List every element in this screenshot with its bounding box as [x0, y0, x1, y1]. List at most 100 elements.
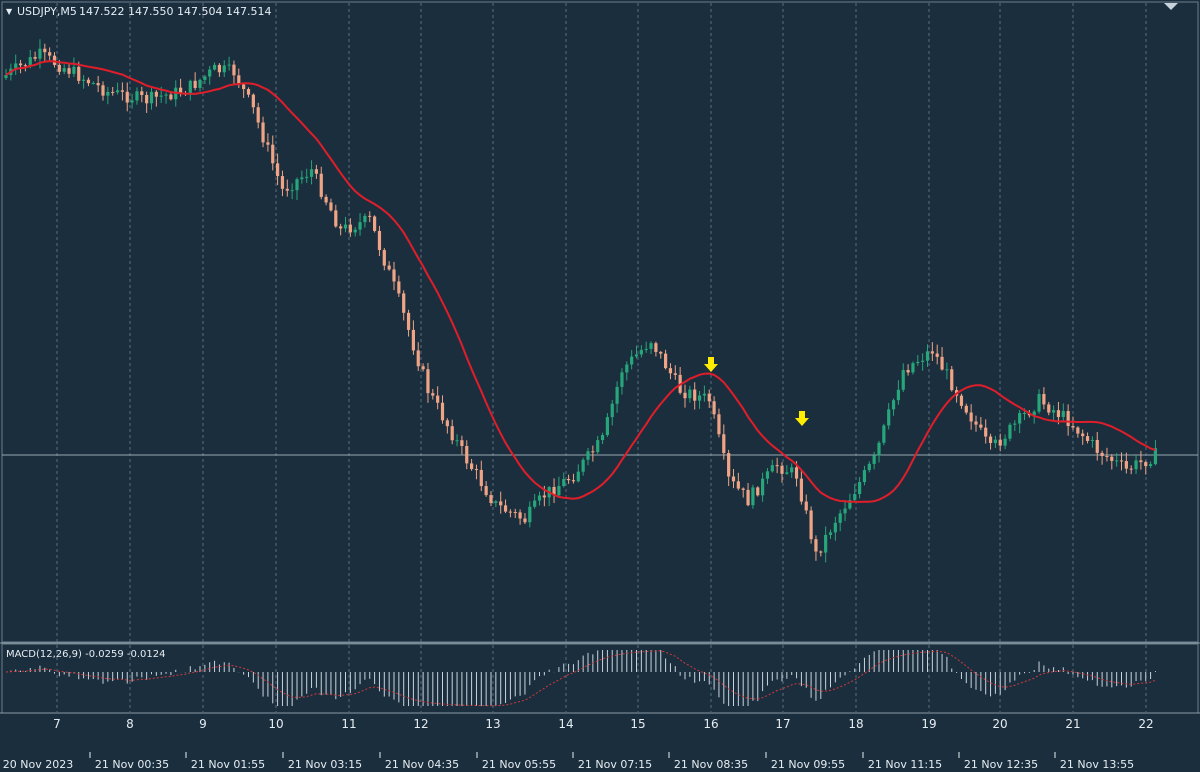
- candle[interactable]: [212, 62, 217, 71]
- candle[interactable]: [295, 177, 299, 200]
- candle[interactable]: [630, 350, 634, 370]
- candle[interactable]: [1100, 450, 1104, 465]
- candle[interactable]: [867, 461, 871, 473]
- candle[interactable]: [82, 75, 86, 89]
- candle[interactable]: [363, 213, 367, 228]
- candle[interactable]: [416, 342, 420, 371]
- candle[interactable]: [86, 77, 91, 87]
- candle[interactable]: [276, 153, 280, 186]
- candle[interactable]: [979, 417, 983, 431]
- candle[interactable]: [1115, 453, 1119, 467]
- candle[interactable]: [440, 395, 445, 424]
- candle[interactable]: [921, 353, 925, 371]
- candle[interactable]: [668, 363, 673, 380]
- candle[interactable]: [858, 477, 862, 499]
- candle[interactable]: [600, 432, 605, 445]
- candle[interactable]: [145, 91, 149, 113]
- candle[interactable]: [828, 529, 833, 540]
- candle[interactable]: [620, 368, 624, 395]
- candle[interactable]: [353, 227, 357, 237]
- candle[interactable]: [940, 347, 944, 371]
- candle[interactable]: [567, 474, 571, 484]
- candle[interactable]: [48, 47, 52, 62]
- candle[interactable]: [445, 418, 449, 434]
- candle[interactable]: [571, 473, 576, 484]
- candle[interactable]: [1052, 405, 1056, 421]
- candle[interactable]: [193, 72, 197, 91]
- candle[interactable]: [998, 433, 1002, 452]
- candle[interactable]: [537, 491, 542, 506]
- candle[interactable]: [271, 135, 275, 171]
- candle[interactable]: [164, 92, 168, 104]
- candle[interactable]: [208, 65, 212, 85]
- candle[interactable]: [964, 403, 968, 415]
- candle[interactable]: [1066, 404, 1070, 436]
- candle[interactable]: [756, 486, 760, 497]
- candle[interactable]: [465, 440, 469, 470]
- candle[interactable]: [891, 398, 896, 416]
- candle[interactable]: [1105, 447, 1109, 462]
- candle[interactable]: [930, 342, 934, 362]
- candle[interactable]: [775, 457, 779, 474]
- candle[interactable]: [1149, 461, 1153, 469]
- candle[interactable]: [115, 82, 120, 95]
- candle[interactable]: [426, 362, 430, 403]
- candle[interactable]: [644, 341, 648, 353]
- candle[interactable]: [261, 116, 265, 148]
- candle[interactable]: [154, 90, 158, 107]
- candle[interactable]: [790, 463, 794, 478]
- candle[interactable]: [770, 459, 774, 473]
- candle[interactable]: [664, 349, 668, 370]
- candle[interactable]: [140, 86, 144, 103]
- candle[interactable]: [751, 484, 755, 509]
- candle[interactable]: [358, 213, 362, 236]
- candle[interactable]: [731, 468, 736, 489]
- candle[interactable]: [1008, 422, 1012, 442]
- candle[interactable]: [499, 491, 503, 514]
- candle[interactable]: [305, 168, 309, 183]
- candle[interactable]: [518, 509, 522, 525]
- candle[interactable]: [43, 43, 47, 62]
- candle[interactable]: [877, 440, 881, 463]
- candle[interactable]: [411, 320, 415, 355]
- candle[interactable]: [96, 75, 100, 93]
- candle[interactable]: [591, 445, 595, 462]
- candle[interactable]: [431, 388, 435, 400]
- candle[interactable]: [1042, 387, 1046, 410]
- candle[interactable]: [814, 535, 818, 561]
- candle[interactable]: [906, 364, 910, 376]
- candle[interactable]: [513, 508, 517, 519]
- candle[interactable]: [319, 166, 323, 200]
- candle[interactable]: [251, 93, 255, 114]
- candle[interactable]: [1153, 440, 1158, 466]
- candle[interactable]: [484, 481, 488, 497]
- candle[interactable]: [702, 385, 706, 402]
- candle[interactable]: [761, 472, 765, 502]
- candle[interactable]: [406, 309, 411, 337]
- candle[interactable]: [106, 86, 110, 105]
- candle[interactable]: [339, 223, 343, 236]
- candle[interactable]: [67, 63, 71, 78]
- candle[interactable]: [1003, 434, 1007, 450]
- candle[interactable]: [1061, 403, 1065, 421]
- candle[interactable]: [300, 170, 304, 184]
- candle[interactable]: [780, 462, 784, 483]
- candle[interactable]: [392, 261, 396, 291]
- candle[interactable]: [1110, 454, 1114, 470]
- candle[interactable]: [246, 87, 251, 98]
- candle[interactable]: [377, 225, 382, 257]
- candle[interactable]: [605, 413, 609, 437]
- candle[interactable]: [581, 457, 585, 476]
- candle[interactable]: [634, 345, 639, 359]
- candle[interactable]: [421, 363, 425, 372]
- candle[interactable]: [984, 419, 988, 444]
- candle[interactable]: [1081, 429, 1085, 445]
- candle[interactable]: [896, 380, 900, 405]
- candle[interactable]: [824, 526, 828, 563]
- candle[interactable]: [833, 516, 837, 541]
- candle[interactable]: [1139, 450, 1143, 470]
- candle[interactable]: [266, 133, 270, 152]
- candle[interactable]: [809, 506, 813, 544]
- candle[interactable]: [576, 464, 580, 483]
- candle[interactable]: [285, 179, 289, 197]
